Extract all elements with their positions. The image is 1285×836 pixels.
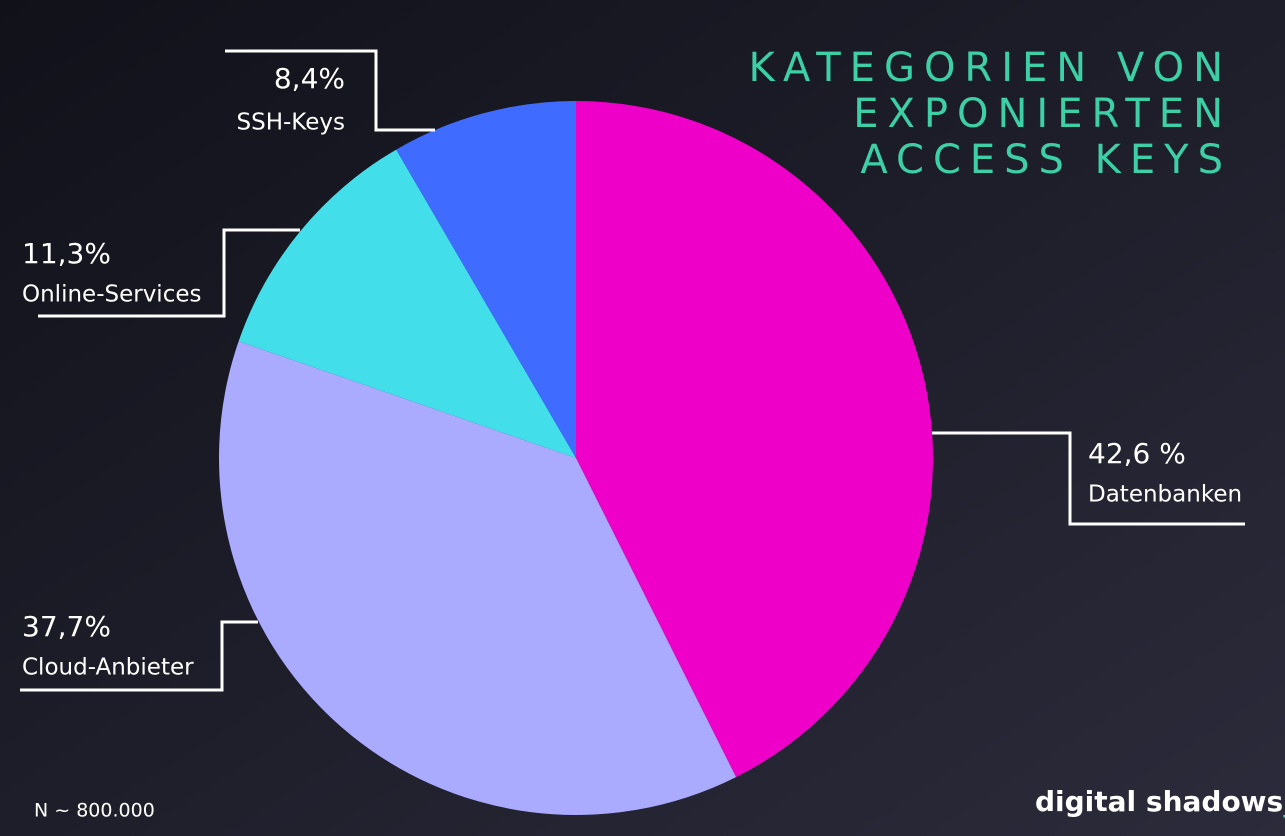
value-label: 11,3% — [22, 237, 111, 270]
logo: digital shadows_ — [1035, 785, 1285, 818]
logo-text: digital shadows — [1035, 785, 1283, 818]
leader-line — [932, 431, 1245, 526]
category-label: Cloud-Anbieter — [22, 655, 194, 681]
category-label: Online-Services — [22, 282, 201, 308]
category-label: SSH-Keys — [237, 110, 345, 136]
logo-mark: _ — [1283, 785, 1285, 818]
chart-title: ACCESS KEYS — [860, 137, 1232, 183]
value-label: 37,7% — [22, 610, 111, 643]
pie-slice — [576, 101, 934, 778]
value-label: 42,6 % — [1088, 437, 1186, 470]
chart-title: KATEGORIEN VON — [748, 45, 1232, 91]
category-label: Datenbanken — [1088, 482, 1242, 508]
pie-slice — [396, 101, 576, 458]
leader-line — [38, 228, 300, 318]
value-label: 8,4% — [274, 62, 345, 95]
chart-title: EXPONIERTEN — [853, 91, 1232, 137]
note: N ~ 800.000 — [34, 800, 155, 822]
leader-line — [225, 49, 435, 132]
pie-slice — [238, 149, 576, 458]
leader-line — [20, 620, 258, 692]
pie-slice — [219, 341, 737, 816]
